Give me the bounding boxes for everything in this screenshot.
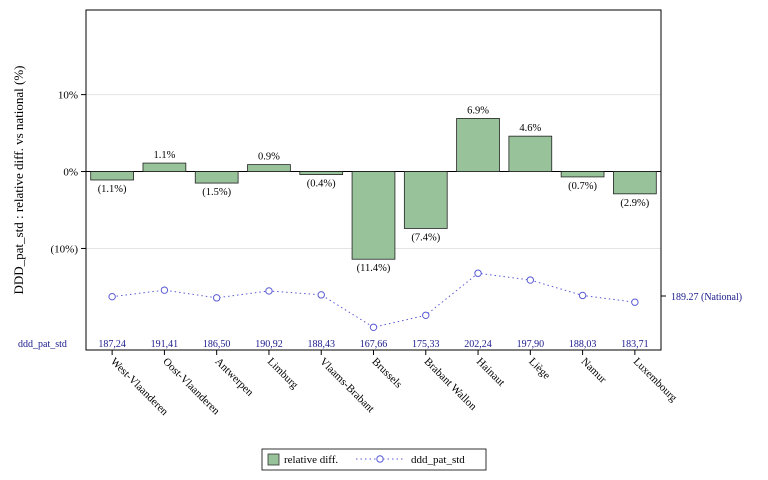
bar: [299, 171, 344, 176]
bar: [194, 171, 239, 184]
ddd-point: [265, 287, 273, 295]
bar-value-label: 0.9%: [258, 152, 280, 163]
bar: [403, 171, 448, 229]
bar-value-label: (7.4%): [411, 232, 440, 243]
x-tick-label: Brabant Wallon: [422, 356, 480, 414]
bar: [560, 171, 605, 178]
bar: [142, 162, 187, 172]
ddd-point: [578, 291, 587, 300]
y-tick-label: 10%: [58, 90, 78, 102]
legend-line-marker: [376, 455, 384, 463]
bar-value-label: (0.7%): [568, 181, 597, 192]
ddd-point: [526, 276, 535, 284]
bar: [456, 118, 500, 172]
bar-value-label: (0.4%): [307, 179, 336, 190]
x-tick-label: Liège: [526, 356, 552, 382]
ddd-table-value: 202,24: [464, 339, 492, 350]
ddd-table-value: 175,33: [412, 339, 440, 350]
bar-value-label: 6.9%: [467, 105, 489, 116]
ddd-point: [474, 269, 482, 277]
ddd-point: [631, 298, 639, 306]
bar-value-label: 1.1%: [153, 150, 175, 161]
bar-value-label: (1.1%): [98, 184, 127, 195]
bar: [90, 171, 134, 181]
ddd-point: [108, 292, 116, 301]
ddd-line: [108, 269, 666, 331]
y-tick-label: 0%: [63, 167, 78, 179]
bar: [508, 135, 553, 172]
ddd-table-value: 183,71: [621, 339, 649, 350]
legend-line-label: ddd_pat_std: [411, 454, 465, 466]
bar-value-label: (1.5%): [202, 187, 231, 198]
ddd-polyline: [112, 272, 635, 328]
ddd-table-value: 191,41: [151, 339, 179, 350]
ddd-point: [212, 294, 221, 302]
bars: (1.1%) 1.1% (1.5%) 0.9% (0.4%) (11.4%) (7.4%) 6…: [90, 105, 657, 274]
ddd-table-value: 167,66: [360, 339, 388, 350]
y-axis-title: DDD_pat_std : relative diff. vs national…: [11, 65, 26, 294]
ddd-point: [422, 311, 430, 319]
ddd-table-value: 186,50: [203, 339, 231, 350]
bar-value-label: (2.9%): [620, 198, 649, 209]
x-tick-label: Luxembourg: [631, 356, 680, 405]
national-label: 189.27 (National): [671, 292, 742, 303]
x-tick-label: Vlaams-Brabant: [317, 356, 376, 415]
y-axis: 10% 0% (10%): [51, 90, 86, 255]
x-tick-label: Hainaut: [474, 356, 507, 389]
legend-bar-label: relative diff.: [284, 454, 338, 466]
bar: [247, 164, 291, 172]
y-tick-label: (10%): [51, 243, 79, 255]
bar: [351, 171, 396, 260]
ddd-table-value: 190,92: [255, 339, 283, 350]
x-tick-label: Limburg: [265, 356, 301, 392]
ddd-table-value: 197,90: [517, 339, 545, 350]
x-tick-label: Brussels: [369, 356, 404, 391]
bar-value-label: (11.4%): [357, 263, 391, 274]
bar-value-label: 4.6%: [519, 123, 541, 134]
ddd-point: [317, 291, 325, 299]
x-tick-label: Antwerpen: [213, 356, 256, 399]
ddd-table-value: 188,43: [307, 339, 335, 350]
legend: relative diff. ddd_pat_std: [261, 448, 487, 471]
ddd-point: [369, 323, 378, 331]
legend-bar-swatch: [267, 453, 280, 466]
ddd-point: [160, 286, 169, 294]
table-row-label: ddd_pat_std: [18, 339, 67, 350]
bar: [613, 171, 657, 195]
ddd-table-value: 187,24: [98, 339, 126, 350]
x-tick-label: Namur: [578, 356, 608, 386]
ddd-table-value: 188,03: [569, 339, 597, 350]
ddd-table-row: ddd_pat_std 187,24 191,41 186,50 190,92 188,…: [18, 339, 649, 350]
